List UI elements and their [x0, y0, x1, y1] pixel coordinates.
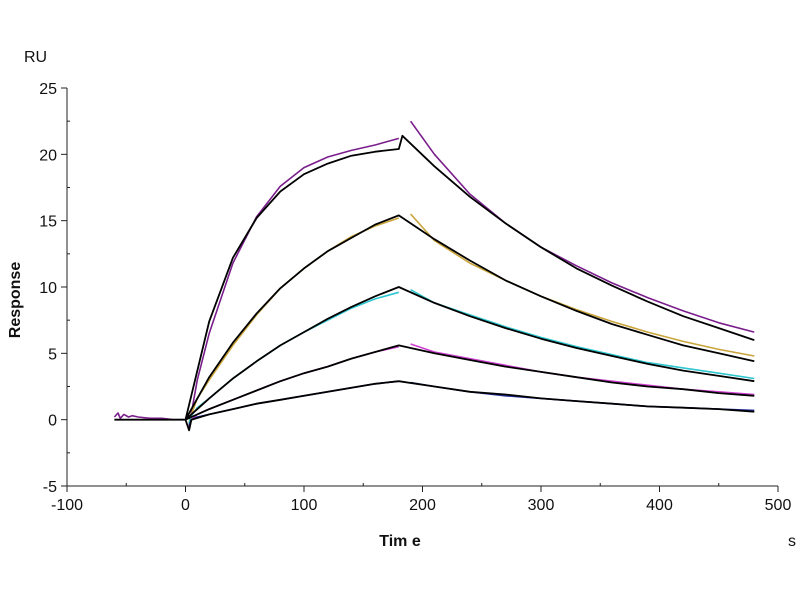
x-unit-label: s: [788, 533, 796, 550]
x-tick-label: -100: [51, 497, 83, 514]
x-axis-label: Tim e: [379, 533, 421, 550]
y-tick-label: 25: [39, 81, 57, 98]
y-tick-label: 0: [48, 413, 57, 430]
x-tick-label: 400: [646, 497, 673, 514]
x-tick-label: 500: [765, 497, 792, 514]
data-curve-data-4: [188, 345, 399, 428]
y-tick-label: 10: [39, 280, 57, 297]
data-curve-data-1: [113, 412, 186, 421]
x-tick-label: 0: [181, 497, 190, 514]
y-axis-label: Response: [7, 262, 24, 339]
fit-curve-fit-5: [184, 380, 755, 432]
axes: [61, 87, 779, 492]
y-unit-label: RU: [24, 49, 47, 66]
y-tick-label: -5: [43, 479, 57, 496]
fit-curve-fit-4: [185, 344, 755, 421]
x-tick-label: 300: [528, 497, 555, 514]
plot-area: [113, 120, 755, 432]
y-tick-label: 20: [39, 147, 57, 164]
data-curve-data-1: [409, 120, 755, 333]
tick-labels: -5 0 5 10 15 20 25 -100 0 100 200 300 400 500: [39, 81, 791, 514]
x-tick-label: 200: [409, 497, 436, 514]
data-curve-data-5: [410, 381, 755, 412]
data-curve-data-3: [410, 289, 755, 380]
fit-curve-fit-3: [184, 286, 755, 421]
data-curve-data-4: [410, 343, 755, 396]
y-tick-label: 15: [39, 214, 57, 231]
fit-curve-fit-2: [184, 214, 755, 421]
data-curve-data-2: [410, 213, 755, 357]
fit-curve-fit-1: [114, 134, 755, 421]
data-curve-data-2: [188, 217, 400, 423]
data-curve-data-1: [188, 137, 400, 428]
x-tick-label: 100: [291, 497, 318, 514]
y-tick-label: 5: [48, 346, 57, 363]
